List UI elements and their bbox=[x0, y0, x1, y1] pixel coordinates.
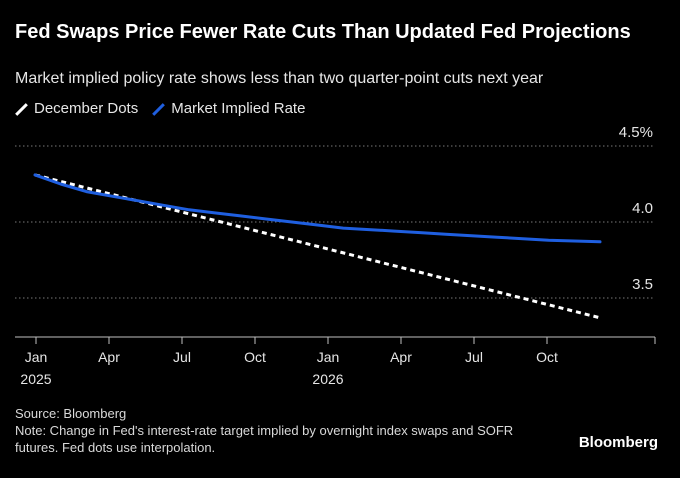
x-tick-label-1: Apr bbox=[98, 349, 120, 365]
x-tick-label-7: Oct bbox=[536, 349, 558, 365]
y-tick-label-0: 4.5% bbox=[619, 124, 653, 141]
methodology-note: Note: Change in Fed's interest-rate targ… bbox=[15, 423, 514, 455]
x-tick-label-6: Jul bbox=[465, 349, 483, 365]
chart-subtitle: Market implied policy rate shows less th… bbox=[15, 70, 544, 87]
source-note: Source: Bloomberg bbox=[15, 406, 127, 421]
legend-label-december-dots: December Dots bbox=[34, 100, 139, 117]
series-line-market-implied-rate bbox=[33, 173, 602, 244]
line-chart: 4.5% 4.0 3.5 Jan 2025 Apr Jul Oct Jan 2026 Apr Jul O… bbox=[15, 124, 656, 387]
y-tick-label-2: 3.5 bbox=[632, 276, 653, 293]
legend-item-december-dots: December Dots bbox=[15, 100, 138, 117]
x-tick-label-3: Oct bbox=[244, 349, 266, 365]
x-tick-sublabel-0: 2025 bbox=[20, 371, 51, 387]
x-tick-label-4: Jan bbox=[317, 349, 340, 365]
legend: December Dots Market Implied Rate bbox=[15, 100, 305, 117]
x-tick-label-0: Jan bbox=[25, 349, 48, 365]
series-line-december-dots bbox=[34, 173, 601, 320]
x-tick-label-5: Apr bbox=[390, 349, 412, 365]
legend-item-market-implied-rate: Market Implied Rate bbox=[152, 100, 305, 117]
y-tick-label-1: 4.0 bbox=[632, 200, 653, 217]
chart-footer: Source: Bloomberg Note: Change in Fed's … bbox=[15, 405, 535, 456]
chart-title: Fed Swaps Price Fewer Rate Cuts Than Upd… bbox=[15, 21, 631, 43]
legend-label-market-implied-rate: Market Implied Rate bbox=[171, 100, 306, 117]
bloomberg-logo: Bloomberg bbox=[578, 434, 658, 451]
x-tick-sublabel-4: 2026 bbox=[312, 371, 343, 387]
x-tick-label-2: Jul bbox=[173, 349, 191, 365]
